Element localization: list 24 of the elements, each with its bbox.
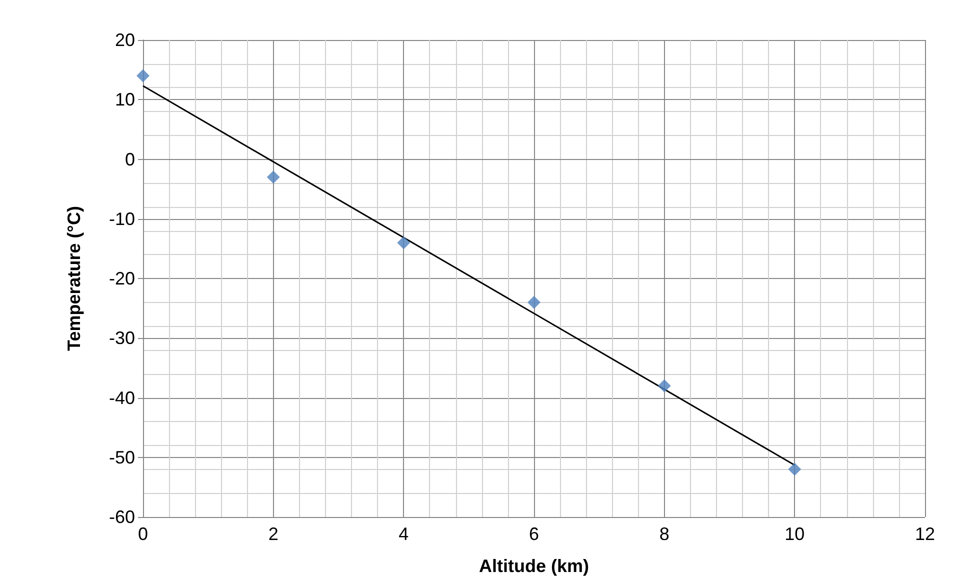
point xyxy=(136,69,150,82)
x-tick-label: 0 xyxy=(138,524,148,544)
point xyxy=(266,170,280,184)
point xyxy=(528,296,540,309)
point xyxy=(788,462,802,476)
y-tick-label: 10 xyxy=(114,90,135,110)
y-tick-label: 0 xyxy=(124,149,135,170)
y-tick-label: -30 xyxy=(108,328,135,348)
x-tick-label: 6 xyxy=(528,524,540,544)
x-tick-label: 10 xyxy=(784,524,805,544)
y-tick-label: -50 xyxy=(108,447,135,468)
y-axis-title: Temperature (°C) xyxy=(64,206,84,351)
x-axis-title: Altitude (km) xyxy=(479,556,589,576)
point xyxy=(658,379,671,392)
y-tick-label: -40 xyxy=(108,388,135,408)
x-tick-label: 2 xyxy=(268,524,278,544)
y-tick-label: 20 xyxy=(114,30,135,50)
y-tick-label: -10 xyxy=(108,208,135,229)
x-tick-label: 8 xyxy=(659,524,670,544)
point xyxy=(397,236,410,250)
y-tick-label: -20 xyxy=(108,268,135,288)
x-tick-label: 4 xyxy=(398,524,409,544)
x-tick-label: 12 xyxy=(914,524,936,544)
y-tick-label: -60 xyxy=(108,507,135,527)
